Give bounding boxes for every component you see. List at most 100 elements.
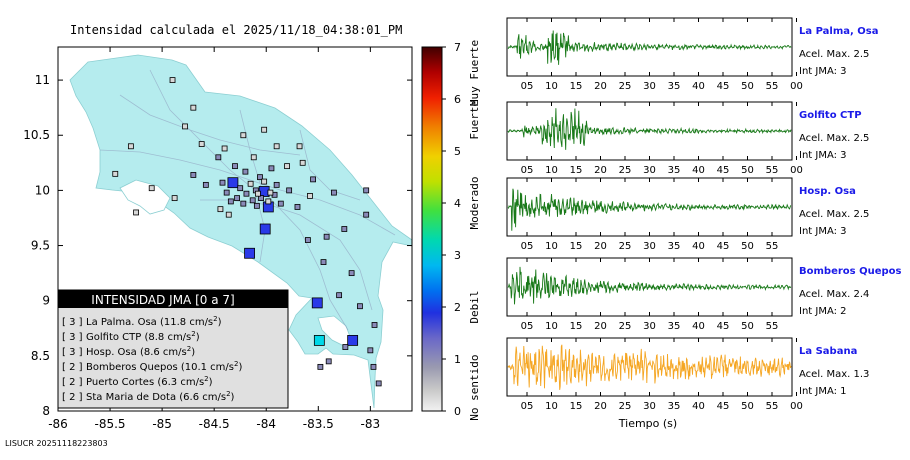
station-marker <box>133 209 139 216</box>
legend-item-station: Hosp. Osa (8.6 cm/s <box>86 347 187 358</box>
legend-item-exp: 2 <box>191 330 195 338</box>
seismogram-tick-label: 05 <box>521 81 534 92</box>
legend-item-level: [ 3 ] <box>62 347 83 358</box>
seismogram-tick-label: 45 <box>717 321 730 332</box>
seismogram-tick-label: 30 <box>643 165 656 176</box>
legend-item-close: ) <box>231 392 235 403</box>
legend-item-level: [ 2 ] <box>62 392 83 403</box>
seismogram-tick-label: 35 <box>668 165 681 176</box>
seismogram-tick-label: 40 <box>692 165 705 176</box>
seismogram-tick-label: 35 <box>668 241 681 252</box>
station-marker <box>257 174 263 181</box>
seismogram-trace <box>507 266 792 305</box>
legend-item-text: Bomberos Quepos (10.1 cm/s2) <box>86 360 242 373</box>
map-x-tick-label: -84.5 <box>199 417 230 431</box>
station-marker <box>219 179 226 186</box>
station-name: Bomberos Quepos <box>799 266 902 277</box>
station-marker <box>112 170 119 177</box>
seismogram-tick-label: 35 <box>668 81 681 92</box>
int-jma: Int JMA: 3 <box>799 226 847 237</box>
seismogram-tick-label: 10 <box>545 81 558 92</box>
station-marker <box>347 335 359 346</box>
station-marker <box>242 168 249 175</box>
seismogram-panel: 05 10 15 20 25 30 35 40 45 50 55 Hosp. Osa Acel. Max… <box>506 177 869 252</box>
int-jma: Int JMA: 2 <box>799 306 847 317</box>
station-marker <box>261 126 268 133</box>
seismogram-panel: 05 10 15 20 25 30 35 40 45 50 55 00 La Sabana Acel. M… <box>506 337 869 412</box>
legend-background <box>57 289 289 409</box>
station-marker <box>348 270 355 277</box>
map-x-tick-label: -83.5 <box>303 417 334 431</box>
seismogram-tick-label: 05 <box>521 241 534 252</box>
seismogram-tick-label: 15 <box>570 401 583 412</box>
colorbar-tick-label: 5 <box>454 145 461 158</box>
colorbar-label: Moderado <box>468 177 481 230</box>
station-marker <box>370 363 377 370</box>
int-jma: Int JMA: 1 <box>799 386 847 397</box>
station-marker <box>225 211 232 218</box>
acel-max: Acel. Max. 2.5 <box>799 133 869 144</box>
station-marker <box>244 247 255 259</box>
seismogram-trace <box>507 108 792 150</box>
seismogram-tick-label: 00 <box>790 401 803 412</box>
legend-item-close: ) <box>218 317 222 328</box>
station-marker <box>259 223 271 235</box>
station-marker <box>320 259 327 265</box>
seismogram-tick-label: 10 <box>545 321 558 332</box>
seismogram-tick-label: 25 <box>619 401 632 412</box>
map-y-tick-label: 11 <box>35 73 50 87</box>
station-marker <box>307 193 313 199</box>
seismogram-tick-label: 55 <box>766 241 779 252</box>
station-name: La Palma, Osa <box>799 26 879 37</box>
colorbar-tick-label: 2 <box>454 301 461 314</box>
seismogram-tick-label: 45 <box>717 165 730 176</box>
station-marker <box>310 176 316 183</box>
map-x-ticks: -86 -85.5 -85 -84.5 -84 -83.5 -83 <box>48 47 380 431</box>
station-marker <box>273 143 280 150</box>
legend-item-close: ) <box>196 332 200 343</box>
acel-max: Acel. Max. 2.5 <box>799 49 869 60</box>
station-marker <box>202 181 209 188</box>
acel-max: Acel. Max. 1.3 <box>799 369 869 380</box>
seismogram-trace <box>507 188 792 231</box>
map-y-tick-label: 8.5 <box>31 349 50 363</box>
map-x-tick-label: -85 <box>152 417 172 431</box>
colorbar-tick-label: 0 <box>454 405 461 418</box>
map-y-tick-label: 9.5 <box>31 239 50 253</box>
station-marker <box>240 132 247 139</box>
legend-item-level: [ 2 ] <box>62 362 83 373</box>
seismogram-tick-label: 10 <box>545 165 558 176</box>
station-marker <box>342 344 349 350</box>
station-marker <box>250 154 257 161</box>
station-marker <box>249 197 256 204</box>
station-marker <box>171 195 178 202</box>
seismogram-tick-label: 15 <box>570 321 583 332</box>
station-name: Golfito CTP <box>799 110 862 121</box>
seismogram-tick-label: 55 <box>766 165 779 176</box>
legend-item-exp: 2 <box>213 315 217 323</box>
station-marker <box>223 189 230 196</box>
legend-items: [ 3 ] La Palma. Osa (11.8 cm/s2)[ 3 ] Golf… <box>62 315 242 403</box>
gulf-water <box>119 179 171 215</box>
colorbar-tick-label: 7 <box>454 41 461 54</box>
seismogram-tick-label: 55 <box>766 401 779 412</box>
seismogram-tick-label: 30 <box>643 401 656 412</box>
station-marker <box>331 189 337 196</box>
seismogram-tick-label: 50 <box>741 165 754 176</box>
legend-item-level: [ 3 ] <box>62 332 83 343</box>
legend-item-station: La Palma. Osa (11.8 cm/s <box>86 317 213 328</box>
seismogram-tick-label: 50 <box>741 81 754 92</box>
station-marker <box>247 180 254 187</box>
seismogram-tick-label: 40 <box>692 321 705 332</box>
legend-item-text: La Palma. Osa (11.8 cm/s2) <box>86 315 222 328</box>
colorbar-tick-label: 6 <box>454 93 461 106</box>
seismogram-xlabel: Tiempo (s) <box>618 417 677 430</box>
station-marker <box>367 347 374 354</box>
legend-item-close: ) <box>238 362 242 373</box>
seismogram-tick-label: 20 <box>594 165 607 176</box>
seismogram-tick-label: 40 <box>692 241 705 252</box>
station-marker <box>313 335 325 346</box>
legend-box: INTENSIDAD JMA [0 a 7] [ 3 ] La Palma. Os… <box>57 289 289 409</box>
seismogram-tick-label: 00 <box>790 81 803 92</box>
